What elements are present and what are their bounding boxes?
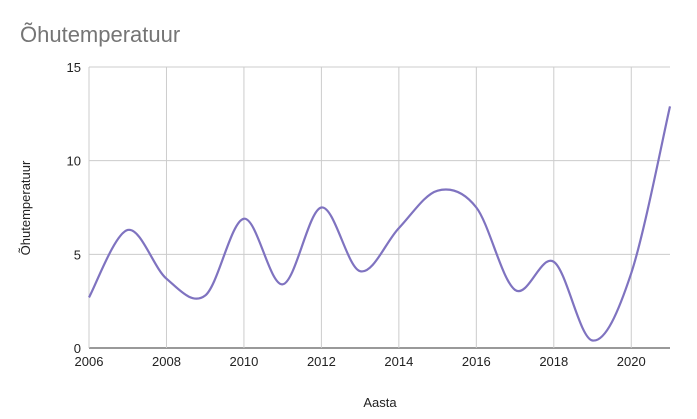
x-tick-label: 2012	[307, 354, 336, 369]
y-tick-label: 10	[67, 154, 81, 169]
x-tick-label: 2008	[152, 354, 181, 369]
x-tick-label: 2014	[384, 354, 413, 369]
x-tick-label: 2006	[75, 354, 104, 369]
x-axis-title: Aasta	[363, 395, 397, 410]
x-tick-label: 2016	[462, 354, 491, 369]
y-tick-label: 15	[67, 60, 81, 75]
y-axis-title: Õhutemperatuur	[18, 160, 33, 255]
x-tick-label: 2018	[539, 354, 568, 369]
y-tick-label: 0	[74, 341, 81, 356]
x-tick-label: 2020	[617, 354, 646, 369]
chart-title: Õhutemperatuur	[20, 22, 180, 47]
x-tick-label: 2010	[229, 354, 258, 369]
data-line	[88, 106, 672, 342]
y-tick-label: 5	[74, 247, 81, 262]
